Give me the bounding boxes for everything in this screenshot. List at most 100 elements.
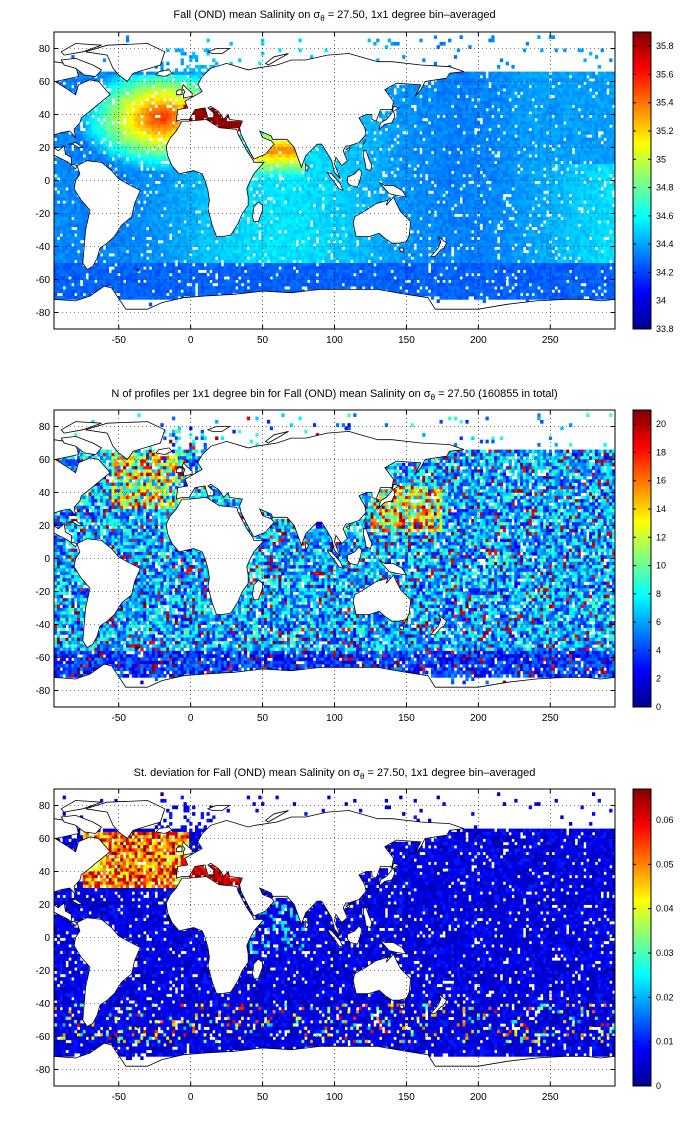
coastline-great-britain xyxy=(181,841,193,856)
colorbar-tick-label: 20 xyxy=(656,419,666,429)
y-tick-label: 80 xyxy=(39,44,51,55)
panel-2: N of profiles per 1x1 degree bin for Fal… xyxy=(36,388,666,724)
coastline-cuba xyxy=(68,899,85,905)
coastline-tasmania xyxy=(398,625,404,630)
colorbar xyxy=(633,410,651,707)
coastline-south-georgia xyxy=(134,1026,140,1029)
y-tick-label: -60 xyxy=(36,653,51,664)
coastline-novaya-zemlya xyxy=(264,431,289,444)
coastline-novaya-zemlya xyxy=(264,810,289,823)
colorbar-tick-label: 6 xyxy=(656,617,661,627)
y-tick-label: 20 xyxy=(39,143,51,154)
x-tick-label: -50 xyxy=(112,335,127,346)
coastline-south-america xyxy=(73,160,141,271)
coastline-ellesmere xyxy=(60,800,102,813)
coastline-borneo xyxy=(346,168,363,188)
y-tick-label: -60 xyxy=(36,1032,51,1043)
colorbar-tick-label: 35.2 xyxy=(656,126,674,136)
colorbar xyxy=(633,789,651,1086)
coastline-madagascar xyxy=(252,201,264,223)
y-tick-label: -40 xyxy=(36,620,51,631)
coastline-eurasia xyxy=(175,810,465,937)
coastline-great-britain xyxy=(181,84,193,99)
x-tick-label: 250 xyxy=(542,335,559,346)
colorbar-tick-label: 35.4 xyxy=(656,98,674,108)
panel-title: N of profiles per 1x1 degree bin for Fal… xyxy=(111,388,557,402)
y-tick-label: 40 xyxy=(39,867,51,878)
coastline-philippines xyxy=(362,150,373,172)
coastline-australia xyxy=(352,953,412,1001)
colorbar-tick-label: 35.6 xyxy=(656,69,674,79)
coastline-sumatra xyxy=(326,171,344,192)
x-tick-label: 50 xyxy=(257,335,269,346)
colorbar-tick-label: 34.2 xyxy=(656,267,674,277)
coastline-north-america xyxy=(54,61,111,170)
colorbar-tick-label: 0.06 xyxy=(656,815,674,825)
coastlines xyxy=(54,421,615,707)
coastline-svalbard xyxy=(206,805,231,811)
coastline-japan xyxy=(378,862,401,888)
coastline-sumatra xyxy=(326,928,344,949)
colorbar-tick-label: 12 xyxy=(656,532,666,542)
coastline-taiwan xyxy=(362,896,367,902)
coastline-south-america xyxy=(73,538,141,649)
y-tick-label: -80 xyxy=(36,1065,51,1076)
x-tick-label: -50 xyxy=(112,1092,127,1103)
colorbar-tick-label: 4 xyxy=(656,645,661,655)
coastline-ireland xyxy=(175,89,183,96)
y-tick-label: 0 xyxy=(44,176,50,187)
y-tick-label: -80 xyxy=(36,686,51,697)
colorbar-tick-label: 18 xyxy=(656,447,666,457)
grid xyxy=(54,32,615,329)
coastline-tasmania xyxy=(398,247,404,252)
x-tick-label: 0 xyxy=(188,713,194,724)
y-tick-label: 20 xyxy=(39,521,51,532)
coastline-great-britain xyxy=(181,462,193,477)
coastline-svalbard xyxy=(206,48,231,54)
colorbar-tick-label: 0 xyxy=(656,702,661,712)
panel-title: Fall (OND) mean Salinity on σθ = 27.50, … xyxy=(173,9,495,23)
coastline-ellesmere xyxy=(60,421,102,434)
coastline-svalbard xyxy=(206,426,231,432)
coastline-greenland xyxy=(85,43,166,83)
y-tick-label: -40 xyxy=(36,242,51,253)
coastline-sri-lanka xyxy=(305,540,310,549)
x-tick-label: 250 xyxy=(542,713,559,724)
coastline-madagascar xyxy=(252,958,264,980)
colorbar-tick-label: 2 xyxy=(656,674,661,684)
coastline-hainan xyxy=(345,524,352,530)
y-tick-label: 60 xyxy=(39,77,51,88)
panel-1: Fall (OND) mean Salinity on σθ = 27.50, … xyxy=(36,9,674,346)
y-tick-label: 0 xyxy=(44,554,50,565)
y-tick-label: -20 xyxy=(36,966,51,977)
y-tick-label: -20 xyxy=(36,587,51,598)
coastline-cuba xyxy=(68,520,85,526)
coastline-south-georgia xyxy=(134,269,140,272)
coastline-hainan xyxy=(345,903,352,909)
coastline-tasmania xyxy=(398,1004,404,1009)
x-tick-label: 50 xyxy=(257,1092,269,1103)
coastline-iceland xyxy=(155,69,173,77)
grid xyxy=(54,789,615,1086)
y-tick-label: 40 xyxy=(39,110,51,121)
coastline-sri-lanka xyxy=(305,162,310,172)
colorbar-tick-label: 34.6 xyxy=(656,211,674,221)
coastline-hainan xyxy=(345,146,352,152)
colorbar-frame xyxy=(632,31,652,330)
y-tick-label: -40 xyxy=(36,999,51,1010)
coastline-ireland xyxy=(175,846,183,853)
colorbar-tick-label: 0.05 xyxy=(656,859,674,869)
colorbar-tick-label: 34 xyxy=(656,296,666,306)
x-tick-label: 200 xyxy=(470,713,487,724)
y-tick-label: 20 xyxy=(39,900,51,911)
colorbar-tick-label: 0 xyxy=(656,1081,661,1091)
colorbar xyxy=(633,32,651,329)
colorbar-tick-label: 33.8 xyxy=(656,324,674,334)
coastline-taiwan xyxy=(362,517,367,523)
x-tick-label: 150 xyxy=(398,713,415,724)
y-tick-label: -60 xyxy=(36,275,51,286)
coastline-north-america xyxy=(54,439,111,548)
y-tick-label: 80 xyxy=(39,422,51,433)
colorbar-tick-label: 16 xyxy=(656,476,666,486)
